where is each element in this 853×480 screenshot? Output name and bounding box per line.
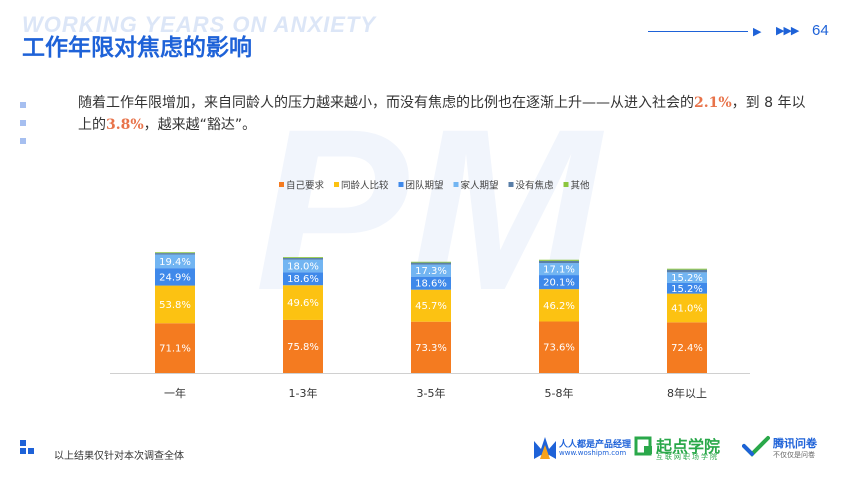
bar-0-5 [155, 252, 195, 254]
category-label-0: 一年 [164, 386, 186, 400]
data-label-0-0: 71.1% [159, 344, 191, 355]
qidian-sub: 互联网职场学院 [656, 453, 719, 461]
legend-label-4: 没有焦虑 [516, 180, 555, 192]
bullet-square-icon [20, 102, 26, 108]
footer-squares-icon [20, 440, 36, 456]
bar-0-2 [155, 268, 195, 286]
header-line [648, 31, 748, 32]
page-number: 64 [812, 22, 829, 39]
legend-label-5: 其他 [571, 180, 591, 192]
bullet-square-icon [20, 120, 26, 126]
data-label-3-0: 73.6% [543, 343, 575, 354]
tencent-survey-name: 腾讯问卷 [773, 437, 817, 450]
woshipm-name: 人人都是产品经理 [559, 440, 632, 450]
bar-3-4 [539, 260, 579, 264]
legend-label-1: 同龄人比较 [341, 180, 389, 192]
bar-4-4 [667, 269, 707, 273]
page-title: 工作年限对焦虑的影响 [22, 35, 252, 61]
bar-2-4 [411, 262, 451, 265]
highlight-value-end: 3.8% [106, 117, 144, 133]
bar-1-1 [283, 285, 323, 320]
data-label-3-2: 20.1% [543, 278, 575, 289]
legend-swatch-0 [279, 182, 284, 187]
bar-0-0 [155, 323, 195, 373]
check-logo-icon [742, 436, 770, 457]
bullet-decoration [20, 102, 26, 156]
legend-label-2: 团队期望 [406, 180, 444, 192]
data-label-1-1: 49.6% [287, 298, 319, 309]
data-label-4-2: 15.2% [671, 284, 703, 295]
bar-1-4 [283, 257, 323, 260]
tencent-survey-sub: 不仅仅是问卷 [773, 451, 815, 459]
bar-3-1 [539, 289, 579, 322]
description-part1: 随着工作年限增加，来自同龄人的压力越来越小，而没有焦虑的比例也在逐渐上升——从进… [78, 95, 694, 111]
bar-4-0 [667, 322, 707, 373]
legend-swatch-4 [508, 182, 514, 187]
bar-3-0 [539, 321, 579, 373]
bar-0-3 [155, 254, 195, 269]
data-label-2-3: 17.3% [415, 266, 447, 277]
description-part2: ，到 8 年以上的 [78, 95, 806, 133]
woshipm-url: www.woshipm.com [559, 449, 627, 457]
bar-2-0 [411, 321, 451, 373]
background-title: WORKING YEARS ON ANXIETY [22, 12, 377, 37]
data-label-0-3: 19.4% [159, 257, 191, 268]
data-label-2-1: 45.7% [415, 301, 447, 312]
category-label-2: 3-5年 [417, 386, 446, 400]
bar-4-1 [667, 293, 707, 323]
bar-4-3 [667, 272, 707, 283]
category-label-3: 5-8年 [545, 386, 574, 400]
bar-0-4 [155, 253, 195, 255]
bar-1-5 [283, 257, 323, 258]
data-label-2-0: 73.3% [415, 343, 447, 354]
data-label-1-3: 18.0% [287, 261, 319, 272]
data-label-0-2: 24.9% [159, 272, 191, 283]
description-part3: ，越来越“豁达”。 [143, 117, 257, 133]
data-label-2-2: 18.6% [415, 279, 447, 290]
bar-2-3 [411, 264, 451, 277]
woshipm-logo-icon [534, 437, 556, 459]
data-label-1-0: 75.8% [287, 342, 319, 353]
category-label-4: 8年以上 [667, 386, 707, 400]
legend-label-0: 自己要求 [286, 180, 325, 192]
category-label-1: 1-3年 [289, 386, 318, 400]
bullet-square-icon [20, 138, 26, 144]
legend-swatch-1 [334, 182, 339, 187]
qidian-logo-icon [634, 436, 652, 456]
highlight-value-start: 2.1% [694, 95, 732, 111]
qidian-name: 起点学院 [656, 437, 721, 456]
data-label-3-3: 17.1% [543, 265, 575, 276]
legend-swatch-5 [563, 182, 569, 187]
bar-1-0 [283, 319, 323, 373]
bar-3-3 [539, 263, 579, 276]
data-label-4-3: 15.2% [671, 273, 703, 284]
data-label-4-0: 72.4% [671, 343, 703, 354]
bar-4-5 [667, 268, 707, 270]
data-label-1-2: 18.6% [287, 274, 319, 285]
bar-4-2 [667, 282, 707, 294]
legend-swatch-2 [398, 182, 404, 187]
bar-2-1 [411, 289, 451, 322]
bar-3-5 [539, 259, 579, 261]
data-label-3-1: 46.2% [543, 301, 575, 312]
header-arrows-icon: ▶▶▶ [776, 24, 799, 37]
bar-0-1 [155, 285, 195, 324]
bar-2-5 [411, 261, 451, 263]
legend-swatch-3 [453, 182, 459, 187]
header-triangle-icon: ▶ [753, 25, 762, 38]
description-text: 随着工作年限增加，来自同龄人的压力越来越小，而没有焦虑的比例也在逐渐上升——从进… [78, 92, 808, 136]
bar-3-2 [539, 275, 579, 290]
footer-note: 以上结果仅针对本次调查全体 [54, 451, 184, 462]
legend-label-3: 家人期望 [461, 180, 499, 192]
bar-1-3 [283, 259, 323, 273]
data-label-4-1: 41.0% [671, 303, 703, 314]
data-label-0-1: 53.8% [159, 300, 191, 311]
bar-2-2 [411, 276, 451, 290]
bar-1-2 [283, 272, 323, 286]
